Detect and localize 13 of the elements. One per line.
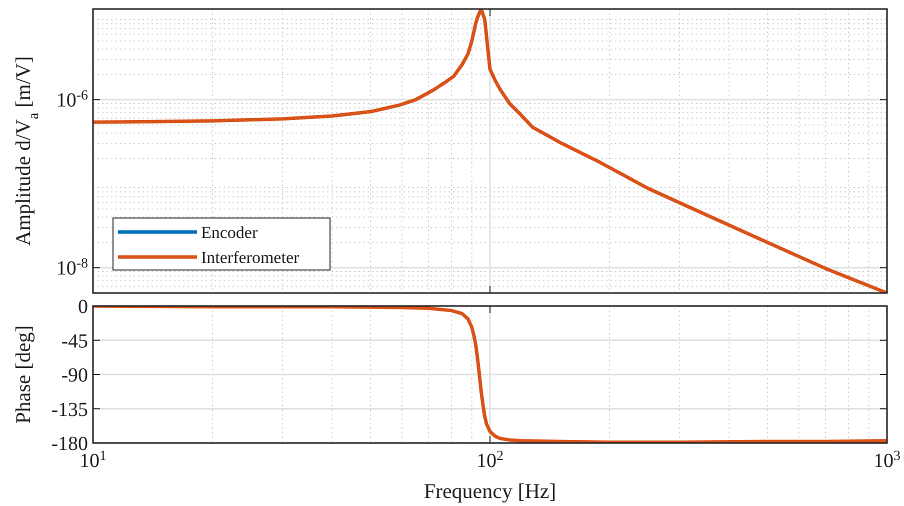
y-tick-label: 10$^{-6}$ <box>56 88 88 112</box>
y-tick-label: -45 <box>61 330 88 352</box>
y-tick-label: -90 <box>61 364 88 386</box>
y-tick-label: 0 <box>78 296 88 318</box>
x-axis-title: Frequency [Hz] <box>424 479 556 503</box>
y-tick-label: -135 <box>51 398 88 421</box>
y-tick-label: -180 <box>51 433 88 455</box>
x-tick-label: 10$^{2}$ <box>476 448 504 472</box>
x-tick-label: 10$^{3}$ <box>874 448 900 472</box>
legend-label: Encoder <box>201 223 258 242</box>
y-tick-label: 10$^{-8}$ <box>56 256 88 280</box>
y-axis-title: Phase [deg] <box>11 325 35 424</box>
legend-label: Interferometer <box>201 248 300 267</box>
